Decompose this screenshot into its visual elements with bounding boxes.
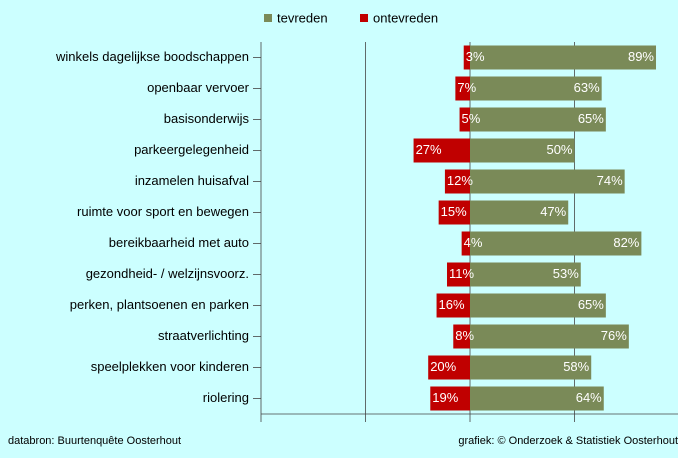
footer-left: databron: Buurtenquête Oosterhout bbox=[8, 435, 181, 447]
y-tick-label: inzamelen huisafval bbox=[135, 173, 249, 188]
bar bbox=[470, 324, 629, 349]
data-label: 82% bbox=[613, 235, 639, 250]
data-label: 50% bbox=[546, 142, 572, 157]
data-label: 76% bbox=[601, 328, 627, 343]
data-label: 11% bbox=[449, 266, 474, 281]
bar bbox=[470, 293, 606, 318]
y-tick-label: basisonderwijs bbox=[164, 111, 250, 126]
y-tick-label: riolering bbox=[203, 390, 249, 405]
bar bbox=[470, 76, 602, 101]
data-label: 27% bbox=[416, 142, 442, 157]
data-label: 65% bbox=[578, 111, 604, 126]
bar bbox=[470, 262, 581, 287]
bar bbox=[463, 45, 470, 70]
bar bbox=[470, 386, 604, 411]
bar bbox=[470, 107, 606, 132]
data-label: 58% bbox=[563, 359, 589, 374]
data-label: 64% bbox=[576, 390, 602, 405]
bar bbox=[470, 355, 592, 380]
data-label: 20% bbox=[430, 359, 456, 374]
bar bbox=[470, 138, 575, 163]
legend-swatch bbox=[360, 14, 368, 22]
bar bbox=[436, 293, 470, 318]
data-label: 63% bbox=[574, 80, 600, 95]
bar bbox=[470, 45, 657, 70]
bar bbox=[444, 169, 470, 194]
y-tick-label: perken, plantsoenen en parken bbox=[70, 297, 249, 312]
y-tick-label: bereikbaarheid met auto bbox=[109, 235, 249, 250]
data-label: 15% bbox=[441, 204, 467, 219]
y-tick-label: winkels dagelijkse boodschappen bbox=[55, 49, 249, 64]
y-tick-label: openbaar vervoer bbox=[147, 80, 250, 95]
data-label: 16% bbox=[439, 297, 465, 312]
data-label: 53% bbox=[553, 266, 579, 281]
data-label: 19% bbox=[432, 390, 458, 405]
bar bbox=[470, 169, 625, 194]
legend-label: tevreden bbox=[277, 10, 328, 25]
data-label: 8% bbox=[455, 328, 474, 343]
legend-swatch bbox=[264, 14, 272, 22]
bar bbox=[459, 107, 470, 132]
data-label: 47% bbox=[540, 204, 566, 219]
y-tick-label: straatverlichting bbox=[158, 328, 249, 343]
data-label: 3% bbox=[466, 49, 485, 64]
data-label: 7% bbox=[457, 80, 476, 95]
bar bbox=[453, 324, 470, 349]
y-tick-label: ruimte voor sport en bewegen bbox=[77, 204, 249, 219]
bar bbox=[413, 138, 470, 163]
bar bbox=[470, 200, 569, 225]
y-tick-label: gezondheid- / welzijnsvoorz. bbox=[86, 266, 249, 281]
y-tick-label: speelplekken voor kinderen bbox=[91, 359, 249, 374]
data-label: 89% bbox=[628, 49, 654, 64]
legend-label: ontevreden bbox=[373, 10, 438, 25]
bar bbox=[438, 200, 470, 225]
data-label: 74% bbox=[597, 173, 623, 188]
bar bbox=[428, 355, 470, 380]
y-tick-label: parkeergelegenheid bbox=[134, 142, 249, 157]
bar bbox=[461, 231, 470, 256]
data-label: 4% bbox=[464, 235, 483, 250]
bar bbox=[455, 76, 470, 101]
data-label: 12% bbox=[447, 173, 473, 188]
footer-right: grafiek: © Onderzoek & Statistiek Ooster… bbox=[458, 435, 678, 447]
data-label: 65% bbox=[578, 297, 604, 312]
bar bbox=[447, 262, 470, 287]
bar bbox=[470, 231, 642, 256]
data-label: 5% bbox=[462, 111, 481, 126]
bar bbox=[430, 386, 470, 411]
